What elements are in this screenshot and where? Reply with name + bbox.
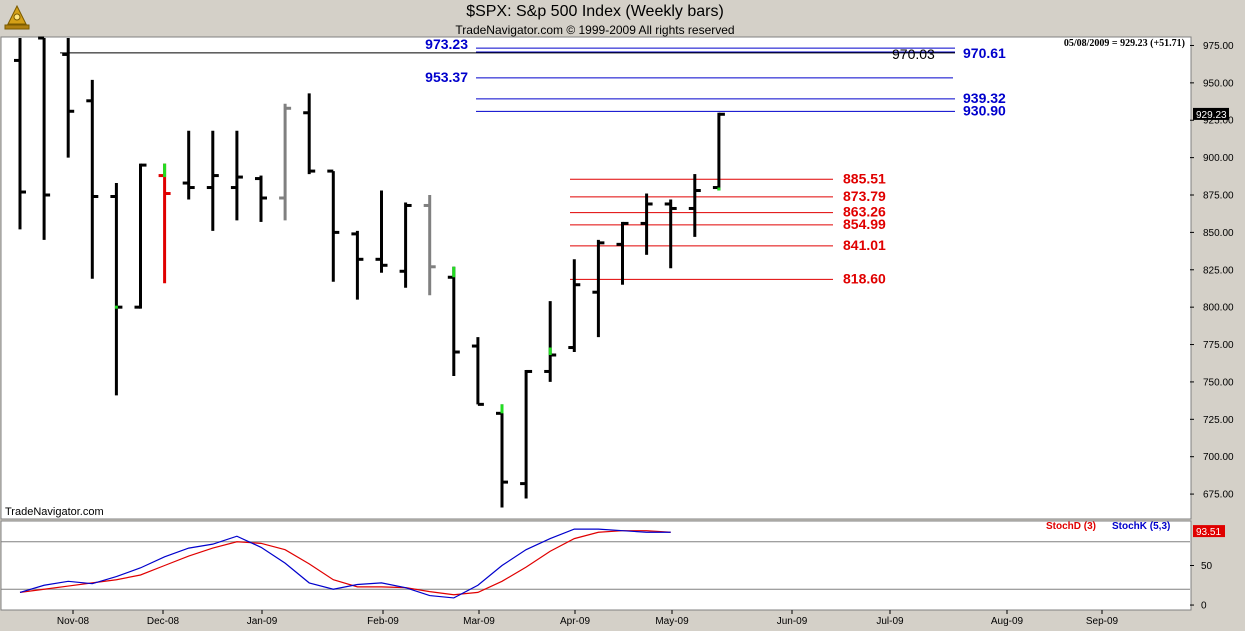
y-tick-label: 950.00 [1203,78,1234,89]
level-label: 970.03 [892,46,935,62]
price-bars [14,36,725,508]
stochk-line [19,528,671,599]
y-tick-label: 725.00 [1203,415,1234,426]
y-tick-label: 875.00 [1203,191,1234,202]
x-tick-label: Jan-09 [247,616,278,627]
x-tick-label: Jun-09 [777,616,808,627]
watermark: TradeNavigator.com [5,506,104,518]
y-tick-label: 850.00 [1203,228,1234,239]
level-label: 818.60 [843,270,886,286]
price-panel [0,36,1192,520]
level-label: 841.01 [843,237,886,253]
stoch-last-label: 93.51 [1196,527,1221,538]
level-label: 939.32 [963,90,1006,106]
x-tick-label: Jul-09 [876,616,904,627]
last-price-label: 929.23 [1196,110,1227,121]
y-tick-label: 775.00 [1203,340,1234,351]
level-label: 885.51 [843,170,886,186]
y-tick-label: 975.00 [1203,41,1234,52]
level-label: 873.79 [843,188,886,204]
stochastic-lines [19,528,671,599]
x-tick-label: Mar-09 [463,616,495,627]
y-tick-label: 675.00 [1203,490,1234,501]
x-tick-label: Aug-09 [991,616,1024,627]
level-label: 863.26 [843,204,886,220]
y-tick-label: 750.00 [1203,377,1234,388]
y-tick-label: 700.00 [1203,452,1234,463]
stochd-legend: StochD (3) [1046,521,1096,532]
grid-lines [1,541,1190,590]
level-label: 973.23 [425,36,468,52]
x-tick-label: May-09 [655,616,689,627]
last-price-marker [1193,107,1229,120]
compass-logo-icon [4,4,30,30]
axis-labels: 675.00 700.00 725.00 750.00 775.00 800.00 825.… [57,41,1234,627]
x-tick-label: Sep-09 [1086,616,1119,627]
stoch-y-tick-label: 0 [1201,601,1207,612]
level-label: 854.99 [843,216,886,232]
x-tick-label: Nov-08 [57,616,90,627]
stoch-panel [0,520,1192,611]
chart-subtitle: TradeNavigator.com © 1999-2009 All right… [455,23,735,37]
y-tick-label: 900.00 [1203,153,1234,164]
y-tick-label: 800.00 [1203,303,1234,314]
level-label: 970.61 [963,45,1006,61]
stochk-legend: StochK (5,3) [1112,521,1171,532]
x-tick-label: Apr-09 [560,616,590,627]
chart-title: $SPX: S&p 500 Index (Weekly bars) [466,3,724,20]
y-tick-label: 925.00 [1203,116,1234,127]
stochd-line [19,530,671,596]
level-label: 930.90 [963,102,1006,118]
x-tick-label: Dec-08 [147,616,180,627]
last-close-info: 05/08/2009 = 929.23 (+51.71) [1063,38,1185,49]
x-tick-label: Feb-09 [367,616,399,627]
stoch-y-tick-label: 50 [1201,561,1213,572]
level-label: 953.37 [425,69,468,85]
stoch-last-marker [1193,525,1225,538]
y-tick-label: 825.00 [1203,265,1234,276]
